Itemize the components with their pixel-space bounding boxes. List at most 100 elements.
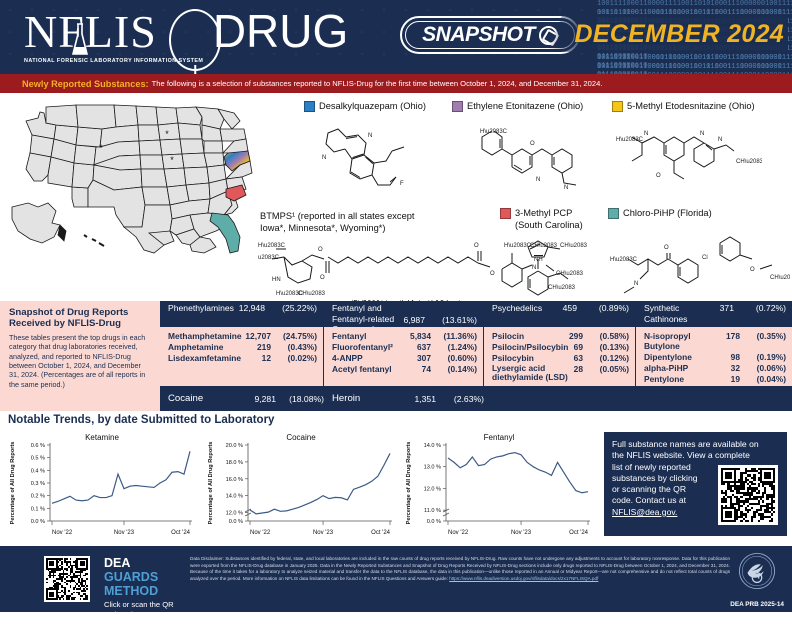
drug-count: 12 (261, 352, 271, 363)
logo-subtitle: NATIONAL FORENSIC LABORATORY INFORMATION… (24, 58, 204, 64)
drug-name: Lisdexamfetamine (168, 352, 242, 363)
qr-callout-line2: the NFLIS website. View a complete (612, 450, 750, 461)
drug-count: 307 (417, 352, 431, 363)
bottom-row-percent: (18.08%) (289, 393, 324, 404)
category-tables: Phenethylamines 12,948 (25.22%) Methamph… (160, 301, 792, 411)
svg-text:H\u2083C: H\u2083C (258, 243, 286, 249)
isomer-footnote: ²Includes all positional and nonspecifie… (515, 389, 757, 395)
drug-count: 74 (421, 363, 431, 374)
structure-btmps: H\u2083C H\u2083C HN H\u2083C CH\u2083 O… (258, 243, 584, 297)
snapshot-label: SNAPSHOT (422, 23, 535, 46)
legend-item-ethylene-etonitazene[interactable]: Ethylene Etonitazene (Ohio) (452, 101, 583, 113)
svg-text:O: O (318, 247, 323, 253)
category-header-fentanyl: Fentanyl and Fentanyl-related Compounds … (324, 301, 483, 334)
svg-text:0.0 %: 0.0 % (31, 519, 45, 525)
data-disclaimer-text: Data Disclaimer: Substances identified b… (190, 556, 730, 581)
svg-text:Nov '22: Nov '22 (250, 530, 271, 536)
svg-text:H\u2083C: H\u2083C (258, 255, 280, 261)
legend-item-desalkylquazepam[interactable]: Desalkylquazepam (Ohio) (304, 101, 426, 113)
drug-name: alpha-PiHP (644, 363, 689, 374)
legend-item-5-methyl-etodesnitazine[interactable]: 5-Methyl Etodesnitazine (Ohio) (612, 101, 755, 113)
svg-text:N: N (322, 155, 326, 161)
drug-count: 12 (731, 385, 740, 386)
svg-text:O: O (490, 271, 495, 277)
drug-name: Acetyl fentanyl (332, 363, 392, 374)
svg-text:N: N (368, 133, 372, 139)
drug-row: Psilocybin 63 (0.12%) (492, 353, 629, 363)
issue-date: DECEMBER 2024 (574, 20, 784, 48)
drug-count: 19 (730, 374, 740, 385)
drug-name: Fentanyl (332, 331, 367, 341)
bottom-row-cocaine: Cocaine 9,281 (18.08%) (160, 393, 324, 404)
svg-text:N: N (634, 281, 638, 287)
footer: DEA GUARDS METHOD Click or scan the QR c… (0, 546, 792, 628)
guards-dea-text: DEA (104, 556, 130, 570)
svg-text:0.0 %: 0.0 % (427, 519, 441, 525)
svg-text:Oct '24: Oct '24 (569, 530, 588, 536)
legend-label-3-methyl-pcp: 3-Methyl PCP (South Carolina) (515, 208, 583, 231)
qr-code-nflis[interactable] (718, 465, 778, 525)
drug-name: Amphetamine (168, 341, 224, 352)
svg-text:0.5 %: 0.5 % (31, 456, 45, 462)
bottom-totals-row: Cocaine 9,281 (18.08%) Heroin 1,351 (2.6… (160, 386, 792, 411)
chart-cocaine: Cocaine 0.0 % 12.0 % 14.0 % 16.0 % 18.0 % 20.… (204, 433, 398, 541)
chart-plot-ketamine: 0.0 % 0.1 % 0.2 % 0.3 % 0.4 % 0.5 % 0.6 % Nov '… (10, 442, 192, 536)
drug-count: 178 (726, 331, 740, 341)
guards-title-line2: METHOD (104, 584, 159, 598)
svg-text:N: N (644, 131, 648, 137)
data-disclaimer-link[interactable]: https://www.nflis.deadiversion.usdoj.gov… (449, 575, 599, 581)
dea-seal-icon (738, 552, 776, 590)
svg-text:Nov '23: Nov '23 (511, 530, 532, 536)
legend-label-desalkylquazepam: Desalkylquazepam (Ohio) (319, 101, 426, 111)
category-header-synthetic-cathinones: Synthetic Cathinones 371 (0.72%) (636, 301, 792, 327)
binary-text-8: 1001111000110000111100110101000111000000… (597, 63, 792, 74)
drug-count: 32 (730, 363, 740, 374)
drug-name: Pentylone (644, 374, 685, 385)
guards-subtext: Click or scan the QR code to learn more … (104, 600, 174, 629)
chart-title-ketamine: Ketamine (85, 433, 119, 442)
guards-title-line1: DEA GUARDS (104, 556, 184, 584)
chart-plot-fentanyl: 0.0 % 11.0 % 12.0 % 13.0 % 14.0 % Nov '22 Nov … (406, 442, 590, 536)
legend-swatch-blue-icon (304, 101, 315, 112)
category-synthetic-cathinones: Synthetic Cathinones 371 (0.72%) N-isopr… (636, 301, 792, 386)
btmps-caption-line1: BTMPS¹ (reported in all states except (260, 211, 415, 221)
legend-item-chloro-pihp[interactable]: Chloro-PiHP (Florida) (608, 208, 712, 220)
svg-text:CH\u2083: CH\u2083 (298, 291, 326, 297)
svg-text:Nov '23: Nov '23 (313, 530, 334, 536)
svg-text:H\u2083C: H\u2083C (504, 243, 532, 249)
drug-percent: (0.58%) (599, 331, 629, 341)
bottom-row-percent: (2.63%) (453, 393, 484, 404)
category-header-psychedelics: Psychedelics 459 (0.89%) (484, 301, 635, 327)
svg-text:Percentage of All Drug Reports: Percentage of All Drug Reports (208, 442, 214, 525)
date-wedge-decoration (548, 14, 788, 52)
svg-text:0.6 %: 0.6 % (31, 443, 45, 449)
drug-percent: (0.04%) (756, 374, 786, 385)
qr-callout-line4: substances by clicking (612, 472, 698, 483)
qr-callout-email-link[interactable]: NFLIS@dea.gov. (612, 506, 678, 517)
drug-row: alpha-PiHP 32 (0.06%) (644, 363, 786, 373)
drug-name: Psilocin/Psilocybin (492, 341, 569, 352)
btmps-caption-line2: Iowa*, Minnesota*, Wyoming*) (260, 222, 386, 233)
header-banner: NFLIS DRUG NATIONAL FORENSIC LABORATORY I… (0, 0, 792, 74)
structure-3-methyl-pcp: CH\u2083 N (527, 240, 588, 296)
bottom-row-count: 1,351 (414, 393, 436, 404)
category-phenethylamines: Phenethylamines 12,948 (25.22%) Methamph… (160, 301, 324, 386)
snapshot-intro-body: These tables present the top drugs in ea… (9, 332, 146, 389)
drug-percent: (0.19%) (756, 352, 786, 363)
svg-text:0.2 %: 0.2 % (31, 494, 45, 500)
svg-text:14.0 %: 14.0 % (226, 494, 243, 500)
qr-callout-box[interactable]: Full substance names are available on th… (604, 432, 787, 536)
legend-item-3-methyl-pcp[interactable]: 3-Methyl PCP (South Carolina) (500, 208, 583, 231)
category-psychedelics: Psychedelics 459 (0.89%) Psilocin 299 (0… (484, 301, 636, 386)
category-percent: (13.61%) (442, 315, 477, 325)
svg-text:CH\u2083: CH\u2083 (560, 243, 588, 249)
svg-text:CH\u2083: CH\u2083 (548, 285, 576, 291)
chart-title-cocaine: Cocaine (286, 433, 316, 442)
svg-text:Nov '22: Nov '22 (448, 530, 469, 536)
qr-code-guards[interactable] (44, 556, 90, 602)
drug-percent: (0.60%) (447, 352, 477, 363)
structure-chloro-pihp: H\u2083C O Cl N O CH\u2083 (610, 236, 790, 294)
structure-5-methyl-etodesnitazine: H\u2083C N N N CH\u2083 O (616, 131, 762, 180)
btmps-caption: BTMPS¹ (reported in all states except Io… (260, 211, 490, 235)
chart-title-fentanyl: Fentanyl (483, 433, 515, 442)
